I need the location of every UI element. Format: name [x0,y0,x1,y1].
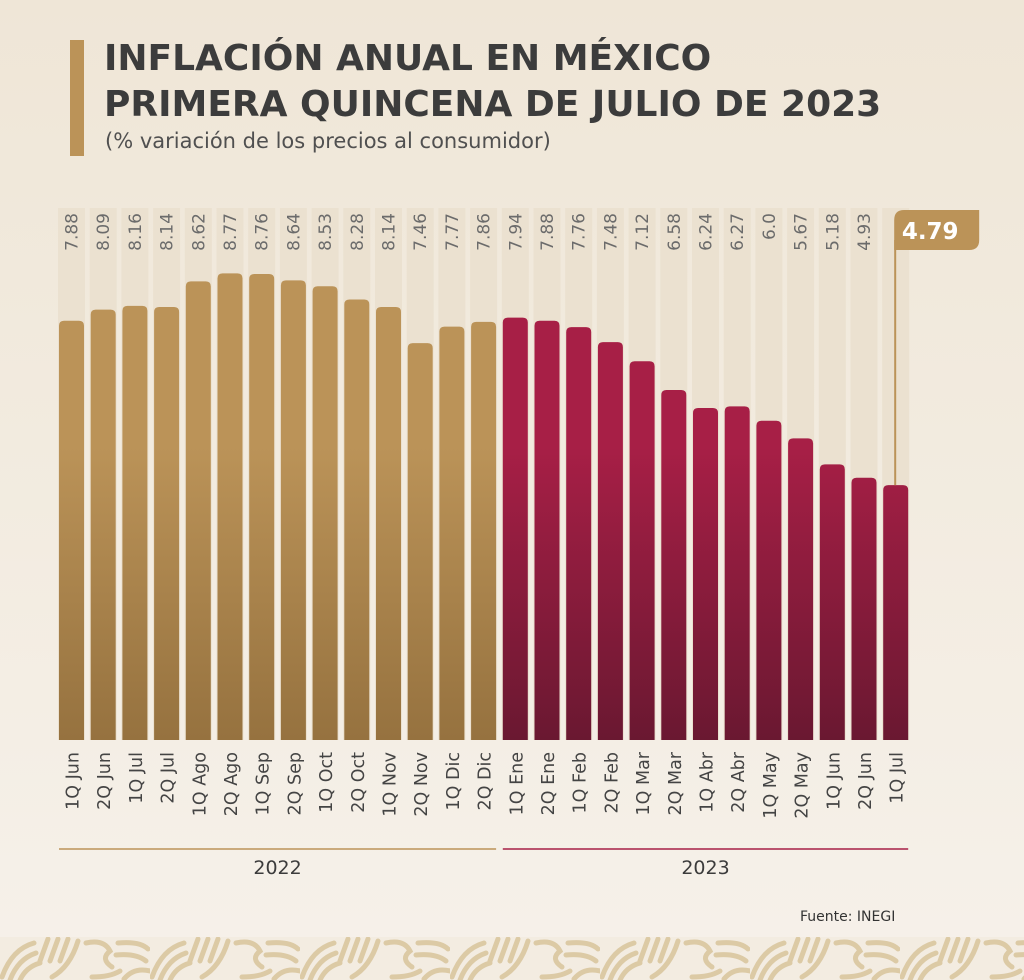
bar-2q-abr-2023 [724,406,750,740]
bar-1q-ene-2023 [502,317,528,740]
category-label: 2Q Jul [159,752,179,804]
callout-value: 4.79 [902,219,959,245]
category-label: 2Q Jun [95,752,115,810]
year-label-2022: 2022 [253,857,301,879]
page-title: INFLACIÓN ANUAL EN MÉXICO PRIMERA QUINCE… [104,36,881,128]
category-label: 2Q Oct [349,752,369,813]
year-groups: 2022 2023 [59,848,909,879]
bar-2q-jun-2023 [851,477,877,740]
title-line-2: PRIMERA QUINCENA DE JULIO DE 2023 [104,84,882,125]
value-label: 6.24 [697,213,717,251]
value-label: 7.86 [475,213,495,251]
category-label: 2Q Mar [666,751,686,815]
category-label: 1Q Nov [381,752,401,817]
category-label: 1Q Sep [254,752,274,815]
bar-1q-may-2023 [756,420,782,740]
category-label: 2Q Nov [412,752,432,817]
bar-1q-abr-2023 [693,408,718,740]
source-note: Fuente: INEGI [800,909,896,925]
bar-1q-mar-2023 [629,361,655,740]
category-label: 2Q Dic [476,752,496,810]
value-label: 7.88 [538,213,558,251]
bar-2q-dic-2022 [471,321,497,740]
bar-1q-jul-2022 [122,305,148,740]
value-label: 8.14 [158,213,178,251]
bar-2q-ago-2022 [217,273,243,740]
bar-2q-ene-2023 [534,320,560,740]
bar-2q-jun-2022 [90,309,116,740]
category-label: 1Q Jun [824,752,844,810]
value-label: 8.77 [221,213,241,251]
category-label: 2Q Feb [602,752,622,813]
category-labels: 1Q Jun 2Q Jun 1Q Jul 2Q Jul 1Q Ago 2Q Ago 1Q S… [64,751,908,818]
bar-2q-sep-2022 [280,280,306,740]
category-label: 1Q Mar [634,751,654,815]
category-label: 2Q Ago [222,752,242,816]
pattern-fill [0,937,1024,980]
bar-1q-dic-2022 [439,326,465,740]
value-label: 8.76 [253,213,273,251]
highlight-callout: 4.79 [894,210,980,486]
category-label: 1Q Jul [888,752,908,804]
decorative-pattern-band [0,937,1024,980]
value-labels: 7.88 8.09 8.16 8.14 8.62 8.77 8.76 8.64 8.53 8.28… [63,213,876,251]
value-label: 8.64 [284,213,304,251]
callout-badge [894,210,980,250]
bar-2q-mar-2023 [661,389,687,740]
value-label: 7.76 [570,213,590,251]
category-label: 1Q Abr [698,751,718,813]
bar-1q-jun-2022 [59,320,84,740]
bar-2q-nov-2022 [407,343,433,740]
bar-1q-nov-2022 [376,306,401,740]
category-label: 1Q Oct [317,752,337,813]
value-label: 6.58 [665,213,685,251]
category-label: 2Q Jun [856,752,876,810]
bar-2q-feb-2023 [597,342,623,740]
category-label: 1Q Ago [190,752,210,816]
category-label: 2Q Ene [539,752,559,815]
bars [59,273,909,740]
bar-1q-feb-2023 [566,327,592,740]
bar-1q-jul-2023 [883,485,909,740]
value-label: 5.67 [792,213,812,251]
title-accent-bar [70,40,84,156]
value-label: 7.48 [601,213,621,251]
value-label: 8.14 [380,213,400,251]
category-label: 1Q Dic [444,752,464,810]
value-label: 8.62 [189,213,209,251]
value-label: 8.53 [316,213,336,251]
value-label: 5.18 [823,213,843,251]
category-label: 1Q Jul [127,752,147,804]
category-label: 2Q May [793,752,813,819]
category-label: 2Q Abr [729,751,749,813]
category-label: 1Q Ene [507,752,527,815]
value-label: 4.93 [855,213,875,251]
bar-2q-oct-2022 [344,299,370,740]
category-label: 2Q Sep [285,752,305,815]
value-label: 7.94 [506,213,526,251]
year-label-2023: 2023 [681,857,729,879]
value-label: 7.46 [411,213,431,251]
bar-1q-jun-2023 [819,464,845,740]
bar-2q-jul-2022 [154,306,180,740]
value-label: 7.88 [63,213,83,251]
category-label: 1Q Jun [64,752,84,810]
bar-1q-ago-2022 [185,281,211,740]
value-label: 7.12 [633,213,653,251]
value-label: 8.28 [348,213,368,251]
category-label: 1Q May [761,752,781,819]
category-label: 1Q Feb [571,752,591,813]
value-label: 6.27 [728,213,748,251]
bar-1q-oct-2022 [312,286,338,740]
value-label: 8.09 [94,213,114,251]
value-label: 7.77 [443,213,463,251]
bar-1q-sep-2022 [249,273,275,740]
title-line-1: INFLACIÓN ANUAL EN MÉXICO [104,38,712,79]
value-label: 8.16 [126,213,146,251]
value-label: 6.0 [760,213,780,240]
chart-subtitle: (% variación de los precios al consumido… [105,129,551,153]
bar-2q-may-2023 [788,438,814,740]
